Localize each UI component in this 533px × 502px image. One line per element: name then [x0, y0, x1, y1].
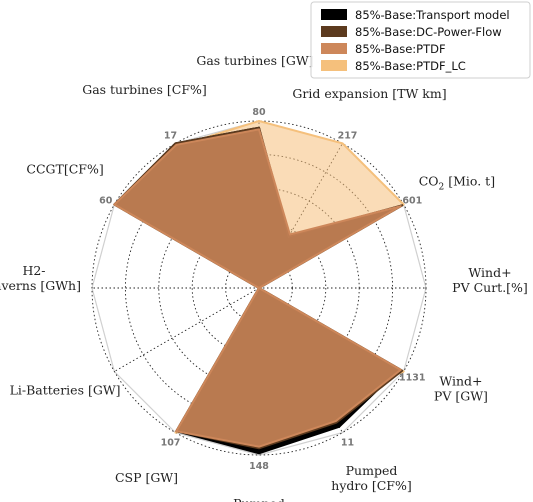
legend-label-2: 85%-Base:PTDF	[355, 42, 446, 56]
legend-label-1: 85%-Base:DC-Power-Flow	[355, 25, 502, 39]
axis-max-label-10: 60	[99, 196, 113, 207]
axis-max-label-0: 80	[252, 107, 266, 118]
legend-label-0: 85%-Base:Transport model	[355, 8, 510, 22]
axis-label-2: CO2 [Mio. t]	[419, 174, 495, 193]
radar-axis-labels: Gas turbines [GW] 80 Grid expansion [TW km…	[0, 53, 528, 502]
radar-series	[113, 120, 405, 455]
axis-label-0: Gas turbines [GW]	[196, 53, 313, 68]
axis-label-10: CCGT[CF%]	[26, 162, 103, 177]
axis-label-8: Li-Batteries [GW]	[10, 383, 121, 398]
grid-circle-outer	[91, 120, 427, 456]
axis-max-label-2: 601	[402, 196, 422, 207]
legend-label-3: 85%-Base:PTDF_LC	[355, 59, 466, 73]
legend-swatch-1	[321, 26, 347, 37]
legend-box	[310, 1, 531, 79]
axis-label-7: CSP [GW]	[115, 470, 178, 485]
axis-max-label-11: 17	[164, 131, 177, 142]
legend-swatch-2	[321, 43, 347, 54]
axis-max-label-7: 107	[161, 437, 181, 448]
legend-swatch-0	[321, 9, 347, 20]
series-2-polygon	[113, 128, 402, 448]
axis-label-11: Gas turbines [CF%]	[82, 82, 207, 97]
axis-max-label-1: 217	[338, 131, 358, 142]
axis-max-label-4: 1131	[399, 373, 425, 384]
legend: 85%-Base:Transport model 85%-Base:DC-Powe…	[310, 1, 531, 79]
axis-label-9: H2-caverns [GWh]	[0, 263, 81, 293]
axis-label-5: Pumped hydro [CF%]	[331, 463, 411, 493]
axis-max-label-5: 11	[341, 437, 354, 448]
legend-swatch-3	[321, 60, 347, 71]
axis-max-label-6: 148	[249, 461, 269, 472]
axis-label-4: Wind+ PV [GW]	[434, 374, 488, 404]
axis-label-1: Grid expansion [TW km]	[292, 86, 446, 101]
axis-label-3: Wind+ PV Curt.[%]	[452, 265, 528, 295]
